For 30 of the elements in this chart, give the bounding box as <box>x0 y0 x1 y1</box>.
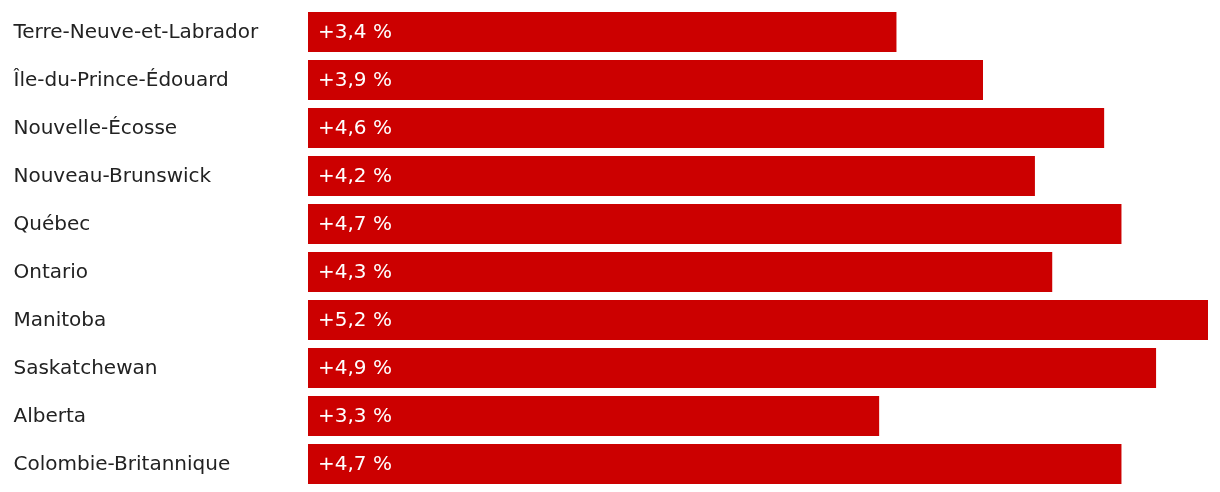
data-label: +5,2 % <box>318 307 392 331</box>
y-tick-label: Île-du-Prince-Édouard <box>12 67 229 91</box>
y-tick-label: Saskatchewan <box>13 355 158 379</box>
bar <box>308 396 880 436</box>
y-tick-label: Terre-Neuve-et-Labrador <box>12 19 259 43</box>
bar <box>308 204 1122 244</box>
bar <box>308 60 983 100</box>
bar <box>308 444 1122 484</box>
data-label: +4,7 % <box>318 211 392 235</box>
data-label: +4,7 % <box>318 451 392 475</box>
y-tick-label: Alberta <box>13 403 87 427</box>
bar <box>308 300 1208 340</box>
data-label: +4,3 % <box>318 259 392 283</box>
data-label: +3,4 % <box>318 19 392 43</box>
y-tick-label: Ontario <box>13 259 89 283</box>
data-label: +3,3 % <box>318 403 392 427</box>
y-tick-label: Colombie-Britannique <box>13 451 231 475</box>
data-label: +4,2 % <box>318 163 392 187</box>
data-label: +4,9 % <box>318 355 392 379</box>
y-tick-label: Nouveau-Brunswick <box>13 163 212 187</box>
bar <box>308 12 897 52</box>
data-label: +3,9 % <box>318 67 392 91</box>
bar <box>308 156 1035 196</box>
y-tick-label: Québec <box>13 211 91 235</box>
bar <box>308 348 1157 388</box>
bar <box>308 252 1053 292</box>
bar <box>308 108 1105 148</box>
data-label: +4,6 % <box>318 115 392 139</box>
y-tick-label: Manitoba <box>13 307 107 331</box>
y-tick-label: Nouvelle-Écosse <box>13 115 178 139</box>
